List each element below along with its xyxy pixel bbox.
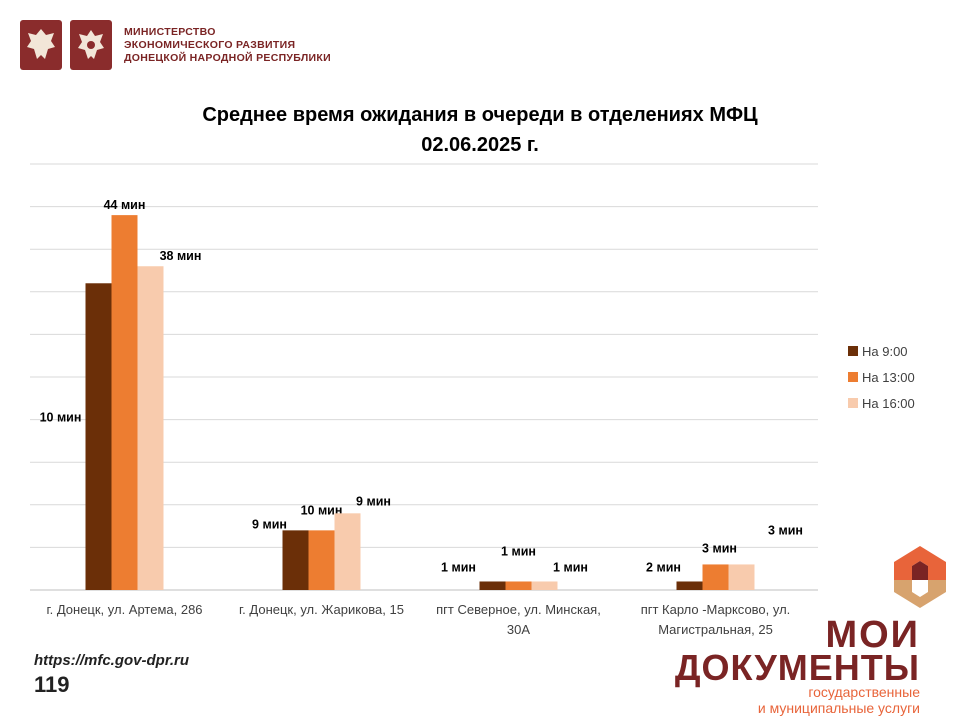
category-label: Магистральная, 25 xyxy=(658,622,773,637)
bar-3-2 xyxy=(334,513,361,590)
ministry-line-3: ДОНЕЦКОЙ НАРОДНОЙ РЕСПУБЛИКИ xyxy=(124,51,331,64)
legend-label: На 16:00 xyxy=(862,396,915,411)
bar-2-2 xyxy=(308,530,335,590)
bar-2-1 xyxy=(111,215,138,590)
category-label: г. Донецк, ул. Жарикова, 15 xyxy=(239,602,404,617)
data-label: 44 мин xyxy=(104,198,146,212)
dpr-emblem-icon xyxy=(70,20,112,70)
ministry-line-2: ЭКОНОМИЧЕСКОГО РАЗВИТИЯ xyxy=(124,38,296,51)
category-label: пгт Северное, ул. Минская, xyxy=(436,602,601,617)
data-label: 1 мин xyxy=(441,560,476,574)
chart-title-block: Среднее время ожидания в очереди в отдел… xyxy=(130,100,830,160)
bar-1-2 xyxy=(282,530,309,590)
category-label: г. Донецк, ул. Артема, 286 xyxy=(46,602,202,617)
brand-sub-1: государственные xyxy=(808,684,920,700)
data-label: 3 мин xyxy=(702,541,737,555)
data-label: 9 мин xyxy=(252,517,287,531)
russia-emblem-icon xyxy=(20,20,62,70)
chart-title: Среднее время ожидания в очереди в отдел… xyxy=(202,104,758,126)
data-label: 1 мин xyxy=(553,560,588,574)
legend-swatch xyxy=(848,346,858,356)
data-label: 2 мин xyxy=(646,560,681,574)
brand-block: МОИ ДОКУМЕНТЫ государственные и муниципа… xyxy=(674,614,920,716)
bar-1-3 xyxy=(479,581,506,590)
brand-sub-2: и муниципальные услуги xyxy=(757,700,920,716)
bar-3-4 xyxy=(728,564,755,590)
bar-1-1 xyxy=(85,283,112,590)
data-label: 38 мин xyxy=(160,249,202,263)
legend-swatch xyxy=(848,398,858,408)
data-label: 9 мин xyxy=(356,494,391,508)
bar-2-4 xyxy=(702,564,729,590)
brand-line-2: ДОКУМЕНТЫ xyxy=(674,647,920,688)
moi-dokumenty-logo-icon xyxy=(894,546,946,608)
header: МИНИСТЕРСТВО ЭКОНОМИЧЕСКОГО РАЗВИТИЯ ДОН… xyxy=(20,20,331,70)
ministry-name: МИНИСТЕРСТВО ЭКОНОМИЧЕСКОГО РАЗВИТИЯ ДОН… xyxy=(124,26,331,65)
data-label: 1 мин xyxy=(501,544,536,558)
data-label: 3 мин xyxy=(768,523,803,537)
legend-label: На 9:00 xyxy=(862,344,908,359)
ministry-line-1: МИНИСТЕРСТВО xyxy=(124,25,216,38)
bar-2-3 xyxy=(505,581,532,590)
category-label: пгт Карло -Марксово, ул. xyxy=(641,602,791,617)
bar-1-4 xyxy=(676,581,703,590)
bar-3-3 xyxy=(531,581,558,590)
legend-swatch xyxy=(848,372,858,382)
bar-3-1 xyxy=(137,266,164,590)
brand-line-1: МОИ xyxy=(825,614,920,656)
legend-label: На 13:00 xyxy=(862,370,915,385)
chart-subtitle: 02.06.2025 г. xyxy=(421,134,539,156)
data-label: 10 мин xyxy=(301,503,343,517)
site-url[interactable]: https://mfc.gov-dpr.ru xyxy=(34,652,189,669)
page-number: 119 xyxy=(34,672,70,697)
data-label: 10 мин xyxy=(40,410,82,424)
category-label: 30А xyxy=(507,622,530,637)
